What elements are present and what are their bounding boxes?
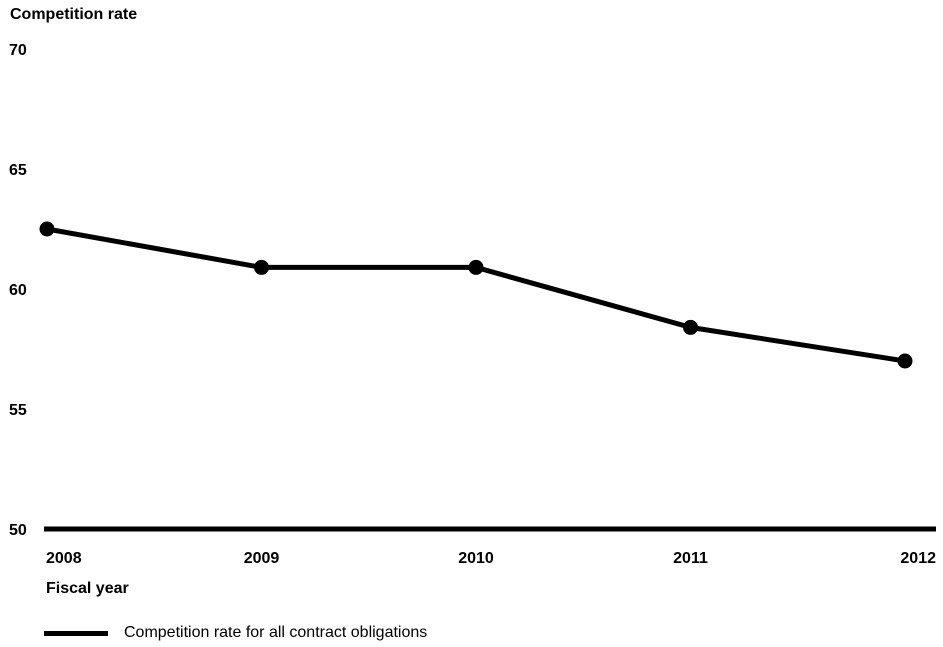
legend-line-swatch <box>44 630 108 636</box>
data-point <box>254 259 269 275</box>
y-tick-label: 70 <box>9 42 27 59</box>
y-tick-label: 50 <box>9 522 27 539</box>
x-tick-label: 2012 <box>900 550 936 567</box>
data-point <box>683 319 698 335</box>
y-tick-label: 65 <box>9 162 27 179</box>
x-tick-label: 2009 <box>244 550 280 567</box>
legend-label: Competition rate for all contract obliga… <box>124 624 428 641</box>
data-point <box>468 259 484 275</box>
x-tick-label: 2010 <box>458 550 494 567</box>
series-line <box>44 226 908 364</box>
y-tick-label: 60 <box>9 282 27 299</box>
y-axis-title: Competition rate <box>10 6 138 23</box>
data-point <box>39 221 55 237</box>
x-tick-label: 2011 <box>673 550 708 567</box>
y-tick-label: 55 <box>9 402 27 419</box>
x-tick-label: 2008 <box>46 550 82 567</box>
legend: Competition rate for all contract obliga… <box>44 624 427 642</box>
data-point <box>897 353 913 369</box>
x-axis-title: Fiscal year <box>46 580 129 597</box>
